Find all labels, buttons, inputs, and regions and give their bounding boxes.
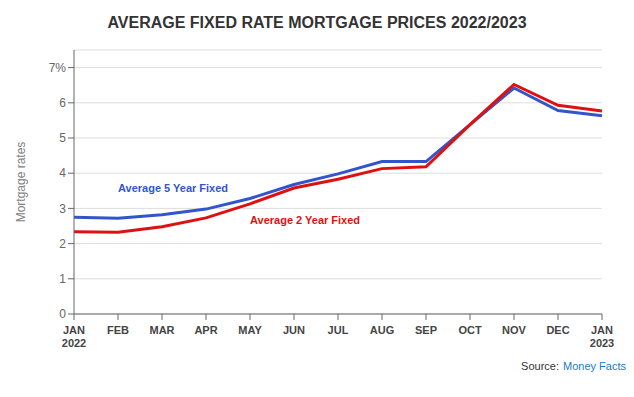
svg-text:2: 2 [59, 237, 66, 251]
svg-text:JUN: JUN [283, 324, 305, 336]
svg-text:MAY: MAY [238, 324, 262, 336]
svg-text:JAN2022: JAN2022 [62, 324, 86, 349]
svg-text:Average 2 Year Fixed: Average 2 Year Fixed [250, 214, 360, 226]
svg-text:5: 5 [59, 131, 66, 145]
svg-text:JUL: JUL [328, 324, 349, 336]
svg-text:MAR: MAR [149, 324, 174, 336]
svg-text:OCT: OCT [458, 324, 482, 336]
svg-text:Mortgage rates: Mortgage rates [14, 142, 28, 223]
svg-text:SEP: SEP [415, 324, 437, 336]
svg-text:1: 1 [59, 272, 66, 286]
svg-text:4: 4 [59, 166, 66, 180]
svg-text:APR: APR [194, 324, 217, 336]
svg-text:JAN2023: JAN2023 [590, 324, 614, 349]
svg-text:0: 0 [59, 307, 66, 321]
svg-text:Average 5 Year Fixed: Average 5 Year Fixed [118, 182, 228, 194]
svg-text:DEC: DEC [546, 324, 569, 336]
svg-text:6: 6 [59, 96, 66, 110]
svg-text:AUG: AUG [370, 324, 394, 336]
svg-text:FEB: FEB [107, 324, 129, 336]
svg-text:7%: 7% [49, 61, 67, 75]
html-text:Source: Money Facts: Source: Money Facts [521, 360, 626, 372]
svg-text:3: 3 [59, 202, 66, 216]
html-text:AVERAGE FIXED RATE MORTGAGE PR: AVERAGE FIXED RATE MORTGAGE PRICES 2022/… [107, 14, 527, 31]
svg-text:NOV: NOV [502, 324, 527, 336]
